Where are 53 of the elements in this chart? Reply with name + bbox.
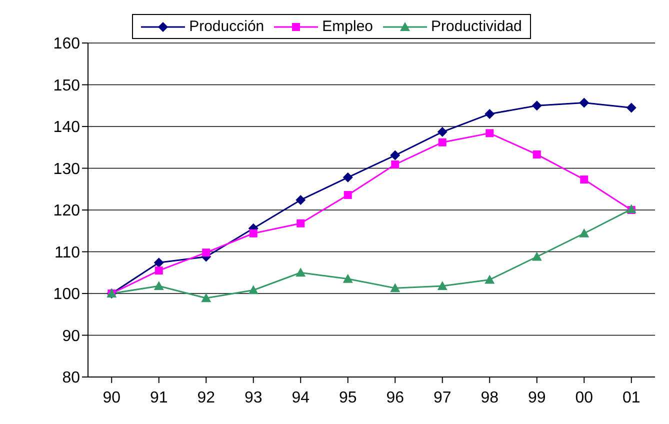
- x-tick-label: 01: [622, 389, 640, 406]
- point: [390, 150, 400, 160]
- legend-label: Productividad: [430, 18, 522, 35]
- point: [154, 280, 164, 290]
- point: [486, 129, 494, 138]
- x-tick-label: 96: [386, 389, 404, 406]
- point: [484, 108, 495, 119]
- point: [532, 150, 541, 158]
- y-tick-label: 140: [53, 119, 80, 136]
- y-tick-label: 150: [53, 77, 80, 94]
- point: [154, 258, 164, 268]
- point: [626, 102, 636, 113]
- point: [202, 248, 210, 257]
- x-tick-label: 95: [338, 389, 357, 406]
- x-tick-label: 98: [480, 389, 499, 406]
- point: [579, 98, 590, 108]
- x-tick-label: 97: [433, 389, 452, 406]
- point: [342, 274, 353, 283]
- point: [437, 280, 448, 290]
- y-tick-label: 80: [62, 370, 80, 387]
- x-tick-label: 93: [244, 389, 262, 406]
- point: [296, 268, 306, 277]
- point: [249, 229, 258, 238]
- point: [484, 274, 495, 284]
- point: [248, 285, 258, 294]
- legend-label: Producción: [188, 18, 264, 35]
- y-tick-label: 100: [53, 286, 80, 304]
- x-tick-label: 91: [150, 389, 168, 406]
- x-tick-label: 99: [528, 389, 546, 406]
- point: [579, 228, 590, 238]
- point: [438, 138, 446, 146]
- point: [532, 100, 542, 111]
- point: [437, 126, 448, 137]
- point: [532, 252, 542, 261]
- x-tick-label: 94: [292, 389, 310, 406]
- x-tick-label: 00: [575, 389, 594, 406]
- point: [201, 293, 212, 302]
- point: [296, 194, 306, 205]
- y-tick-label: 90: [62, 328, 80, 345]
- y-tick-label: 120: [53, 202, 80, 220]
- point: [344, 190, 352, 199]
- point: [154, 266, 163, 275]
- y-tick-label: 160: [53, 36, 80, 53]
- point: [342, 172, 353, 182]
- point: [391, 160, 400, 168]
- point: [390, 283, 400, 292]
- x-tick-label: 90: [102, 389, 121, 406]
- y-tick-label: 110: [54, 244, 80, 262]
- legend-label: Empleo: [321, 18, 373, 35]
- point: [296, 219, 305, 228]
- y-tick-label: 130: [53, 160, 80, 178]
- x-tick-label: 92: [197, 389, 216, 406]
- point: [580, 176, 588, 184]
